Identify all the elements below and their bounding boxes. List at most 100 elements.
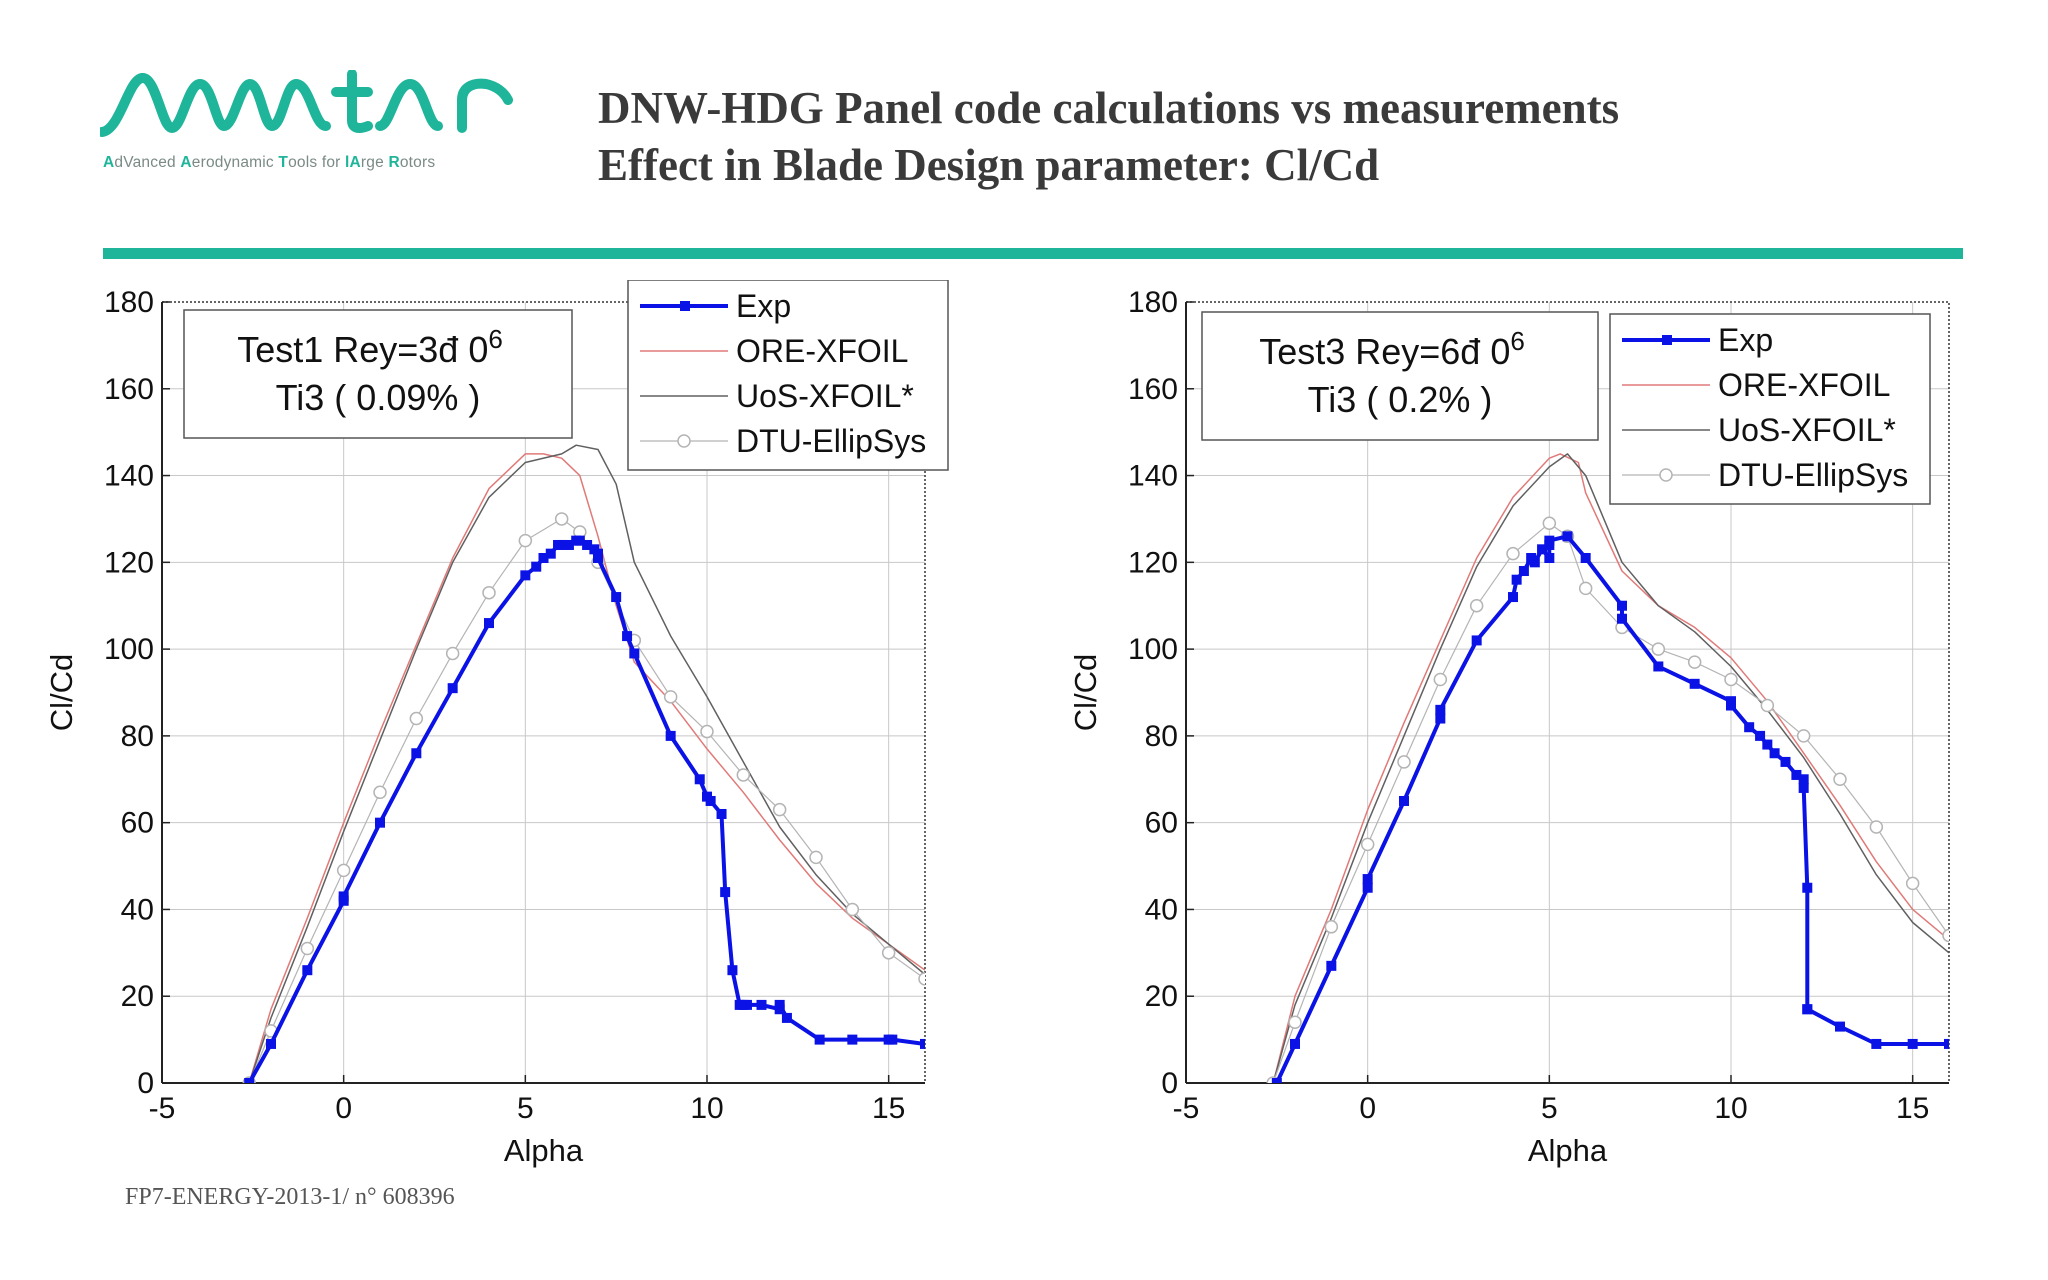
legend-swatch-marker [1659,468,1673,482]
exp-data-point [1798,782,1809,793]
exp-data-point [375,817,385,828]
dtu-data-point [1397,755,1411,769]
y-tick-label: 140 [1128,460,1178,493]
dtu-data-point [845,902,860,917]
annotation-line-2: Ti3 ( 0.09% ) [276,377,481,418]
legend-label: UoS-XFOIL* [736,378,914,414]
tagline-segment: A [180,154,192,171]
dtu-data-point [1833,772,1847,787]
dtu-data-point [918,972,925,986]
annotation-line-1: Test1 Rey=3đ 06 [237,324,503,370]
series-line-ore-xfoil [1272,453,1949,1083]
dtu-data-point [1724,672,1738,687]
dtu-data-point [700,724,714,739]
exp-data-point [1871,1038,1882,1049]
annotation-exponent: 6 [1510,326,1524,356]
x-tick-label: 5 [1541,1092,1558,1125]
dtu-data-point [1651,642,1666,656]
exp-data-point [611,592,622,603]
annotation-box [1201,311,1599,441]
tagline-segment: otors [399,154,436,171]
exp-data-point [1653,661,1664,672]
tagline-segment: erodynamic [191,154,279,171]
x-tick-label: 10 [690,1092,723,1125]
y-tick-label: 120 [1128,546,1178,579]
exp-data-point [720,887,731,898]
tagline-segment: A [103,154,115,171]
exp-data-point [1780,756,1791,767]
exp-data-point [520,570,531,581]
exp-data-point [1755,730,1766,741]
exp-data-point [1769,748,1780,759]
page-title: DNW-HDG Panel code calculations vs measu… [598,80,1619,194]
exp-data-point [781,1012,792,1023]
exp-data-point [665,730,676,741]
tagline-segment: ools for [288,154,346,171]
y-tick-label: 20 [1145,980,1178,1013]
y-tick-label: 60 [121,807,154,840]
exp-data-point [266,1038,276,1049]
y-tick-label: 60 [1145,807,1178,840]
legend-label: Exp [1718,322,1773,358]
exp-data-point [1802,882,1813,893]
exp-data-point [411,748,422,759]
exp-data-point [705,795,716,806]
exp-data-point [741,999,752,1010]
dtu-data-point [809,850,823,865]
exp-data-point [727,965,738,976]
x-tick-label: 0 [1359,1092,1376,1125]
y-tick-label: 40 [121,893,154,926]
dtu-data-point [736,768,751,782]
dtu-data-point [1869,820,1884,834]
exp-data-point [1791,769,1802,780]
exp-data-point [756,999,767,1010]
dtu-data-point [1360,837,1375,852]
exp-data-point [1508,592,1518,603]
exp-data-point [338,891,349,902]
exp-data-point [1529,557,1540,568]
y-tick-label: 140 [104,460,154,493]
dtu-data-point [300,941,315,956]
dtu-data-point [1942,928,1949,943]
exp-data-point [1362,882,1373,893]
exp-data-point [1290,1038,1300,1049]
logo-tagline: AdVanced Aerodynamic Tools for lArge Rot… [103,154,435,172]
legend-label: ORE-XFOIL [1718,367,1890,403]
y-tick-label: 180 [1128,286,1178,319]
dtu-data-point [663,690,678,704]
dtu-data-point [1687,655,1702,669]
tagline-segment: T [278,154,289,171]
dtu-data-point [1796,729,1811,743]
exp-data-point [1726,700,1736,711]
exp-data-point [302,965,313,976]
x-axis-label: Alpha [504,1133,584,1168]
dtu-data-point [373,785,387,800]
dtu-data-point [1578,581,1593,596]
exp-data-point [920,1038,925,1049]
dtu-data-point [1760,698,1775,713]
x-tick-label: -5 [1173,1092,1200,1125]
exp-data-point [1435,704,1446,715]
tagline-segment: rge [360,154,389,171]
exp-data-point [629,648,640,659]
exp-data-point [1744,722,1755,733]
y-tick-label: 0 [137,1067,154,1100]
annotation-box [183,309,573,439]
x-tick-label: 15 [872,1092,905,1125]
exp-data-point [1762,739,1773,750]
y-tick-label: 20 [121,980,154,1013]
series-line-dtu-ellipsys [248,518,925,1083]
exp-data-point [244,1078,255,1083]
legend-swatch-marker [1662,335,1672,345]
exp-data-point [1271,1078,1282,1083]
exp-data-point [531,561,542,572]
y-axis-label: Cl/Cd [1068,654,1103,732]
dtu-data-point [445,646,460,661]
x-tick-label: 15 [1896,1092,1929,1125]
dtu-data-point [1324,920,1339,934]
title-line-2: Effect in Blade Design parameter: Cl/Cd [598,140,1380,190]
legend-label: DTU-EllipSys [1718,457,1908,493]
exp-data-point [1907,1038,1918,1049]
